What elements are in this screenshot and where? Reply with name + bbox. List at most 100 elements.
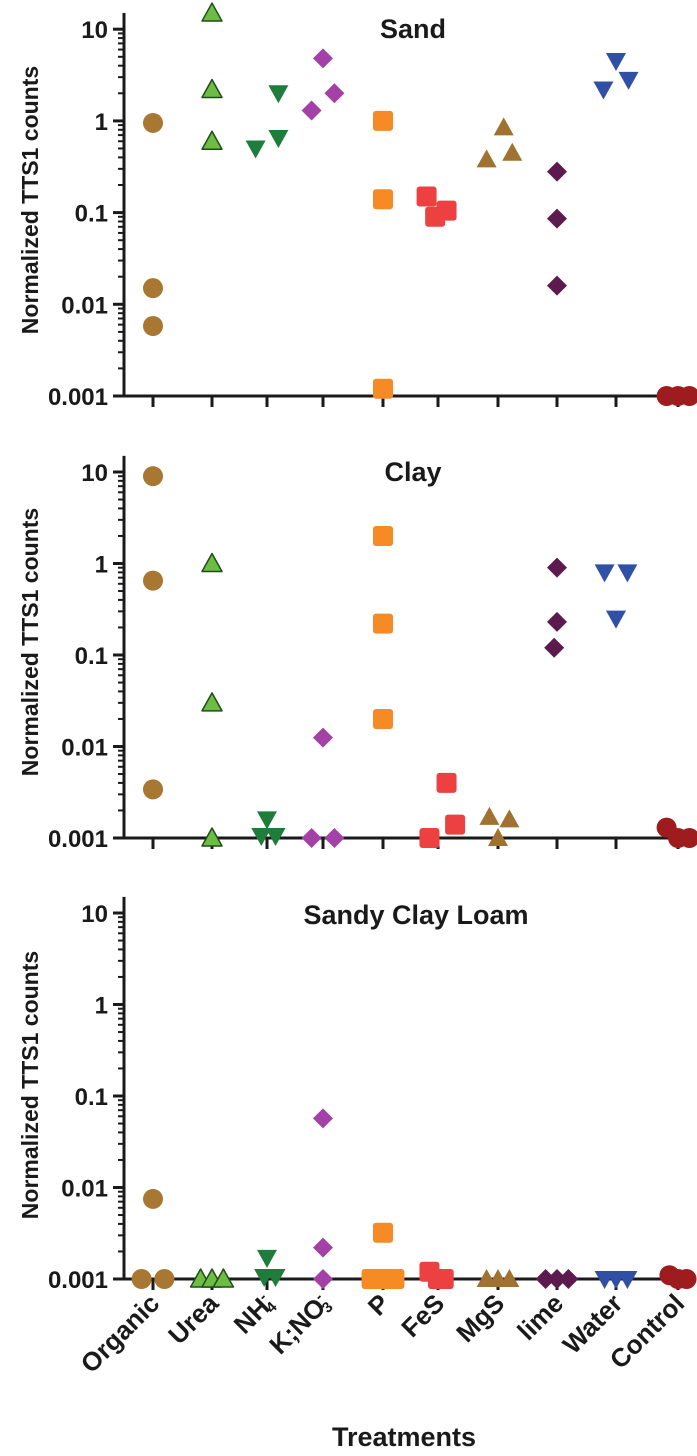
point-nh4 bbox=[257, 811, 277, 830]
point-kno3 bbox=[313, 1237, 333, 1258]
point-urea bbox=[201, 692, 223, 712]
x-tick-label: Organic bbox=[75, 1288, 166, 1379]
point-organic bbox=[143, 315, 163, 336]
point-kno3 bbox=[313, 48, 333, 69]
x-tick-label: P bbox=[362, 1288, 395, 1321]
point-water bbox=[618, 71, 639, 90]
point-nh4 bbox=[268, 85, 289, 104]
point-water bbox=[617, 564, 638, 583]
point-lime bbox=[547, 611, 567, 632]
point-lime bbox=[547, 208, 567, 229]
point-p bbox=[373, 378, 393, 399]
y-tick-label: 10 bbox=[81, 901, 108, 928]
point-p bbox=[373, 708, 393, 729]
y-tick-label: 1 bbox=[95, 993, 108, 1020]
point-lime bbox=[544, 637, 565, 658]
point-mgs bbox=[493, 117, 514, 136]
y-tick-label: 0.1 bbox=[75, 201, 108, 228]
point-fes bbox=[445, 814, 466, 835]
x-tick-label: K;NO-3 bbox=[263, 1288, 336, 1361]
point-nh4 bbox=[268, 130, 289, 149]
point-lime bbox=[558, 1269, 579, 1289]
point-nh4 bbox=[257, 1249, 277, 1268]
point-fes bbox=[416, 186, 437, 207]
y-tick-label: 10 bbox=[81, 17, 108, 44]
point-lime bbox=[547, 557, 567, 578]
y-tick-label: 1 bbox=[95, 109, 108, 136]
point-kno3 bbox=[324, 828, 345, 848]
point-lime bbox=[535, 1269, 556, 1289]
point-p bbox=[373, 525, 393, 546]
point-water bbox=[594, 564, 615, 583]
y-axis-label: Normalized TTS1 counts bbox=[17, 66, 43, 334]
point-p bbox=[373, 1222, 393, 1243]
point-kno3 bbox=[313, 1108, 333, 1129]
point-organic bbox=[143, 112, 163, 133]
point-water bbox=[593, 81, 614, 100]
point-mgs bbox=[479, 806, 500, 825]
y-tick-label: 0.1 bbox=[75, 1084, 108, 1111]
point-organic bbox=[131, 1269, 152, 1289]
point-kno3 bbox=[313, 1269, 333, 1289]
y-tick-label: 10 bbox=[81, 460, 108, 487]
y-tick-label: 0.01 bbox=[61, 1176, 108, 1203]
point-fes bbox=[433, 1269, 454, 1289]
point-kno3 bbox=[301, 828, 322, 848]
x-tick-label: FeS bbox=[395, 1288, 450, 1343]
y-tick-label: 1 bbox=[95, 552, 108, 579]
point-mgs bbox=[499, 1269, 520, 1287]
point-water bbox=[606, 610, 626, 629]
point-control bbox=[679, 386, 697, 406]
point-nh4 bbox=[245, 140, 266, 159]
y-tick-label: 0.01 bbox=[61, 292, 108, 319]
y-tick-label: 0.001 bbox=[48, 1267, 108, 1294]
point-mgs bbox=[499, 809, 520, 828]
point-fes bbox=[436, 772, 457, 793]
panel-1: 0.001 0.01 0.1 1 10 Normalized TTS1 counts San… bbox=[17, 2, 697, 411]
point-fes bbox=[419, 828, 440, 848]
point-urea bbox=[201, 78, 223, 99]
panel-title: Clay bbox=[384, 457, 441, 487]
point-urea bbox=[201, 552, 223, 573]
x-axis-label: Treatments bbox=[332, 1422, 476, 1452]
y-tick-label: 0.001 bbox=[48, 826, 108, 853]
point-nh4 bbox=[265, 828, 286, 847]
panel-title: Sandy Clay Loam bbox=[303, 900, 528, 930]
point-control bbox=[679, 828, 697, 848]
y-axis-label: Normalized TTS1 counts bbox=[17, 951, 43, 1219]
point-organic bbox=[143, 570, 163, 591]
point-p bbox=[373, 110, 393, 131]
y-axis-label: Normalized TTS1 counts bbox=[17, 508, 43, 776]
panel-2: 0.001 0.01 0.1 1 10 Normalized TTS1 counts Cla… bbox=[17, 455, 697, 853]
point-organic bbox=[154, 1269, 175, 1289]
point-p bbox=[373, 613, 393, 634]
x-tick-label: MgS bbox=[450, 1288, 510, 1348]
point-urea bbox=[201, 130, 223, 150]
point-water bbox=[606, 53, 626, 72]
y-tick-label: 0.001 bbox=[48, 384, 108, 411]
point-water bbox=[617, 1271, 638, 1289]
point-urea bbox=[201, 2, 223, 22]
point-nh4 bbox=[251, 828, 272, 847]
y-tick-label: 0.01 bbox=[61, 735, 108, 762]
point-organic bbox=[143, 1188, 163, 1209]
point-mgs bbox=[502, 142, 523, 161]
panel-3: 0.001 0.01 0.1 1 10 Normalized TTS1 counts San… bbox=[17, 896, 697, 1294]
point-kno3 bbox=[313, 727, 333, 748]
point-control bbox=[676, 1269, 697, 1289]
point-p bbox=[384, 1269, 405, 1289]
panel-title: Sand bbox=[380, 14, 446, 44]
point-urea bbox=[201, 827, 223, 847]
point-lime bbox=[547, 1269, 567, 1289]
point-mgs bbox=[488, 828, 508, 846]
point-fes bbox=[436, 200, 457, 221]
point-urea bbox=[212, 1268, 235, 1288]
point-p bbox=[373, 189, 393, 210]
point-organic bbox=[143, 779, 163, 800]
y-tick-label: 0.1 bbox=[75, 643, 108, 670]
point-organic bbox=[143, 466, 163, 487]
point-nh4 bbox=[265, 1269, 286, 1288]
x-tick-label: Urea bbox=[162, 1288, 224, 1350]
point-lime bbox=[547, 275, 567, 296]
